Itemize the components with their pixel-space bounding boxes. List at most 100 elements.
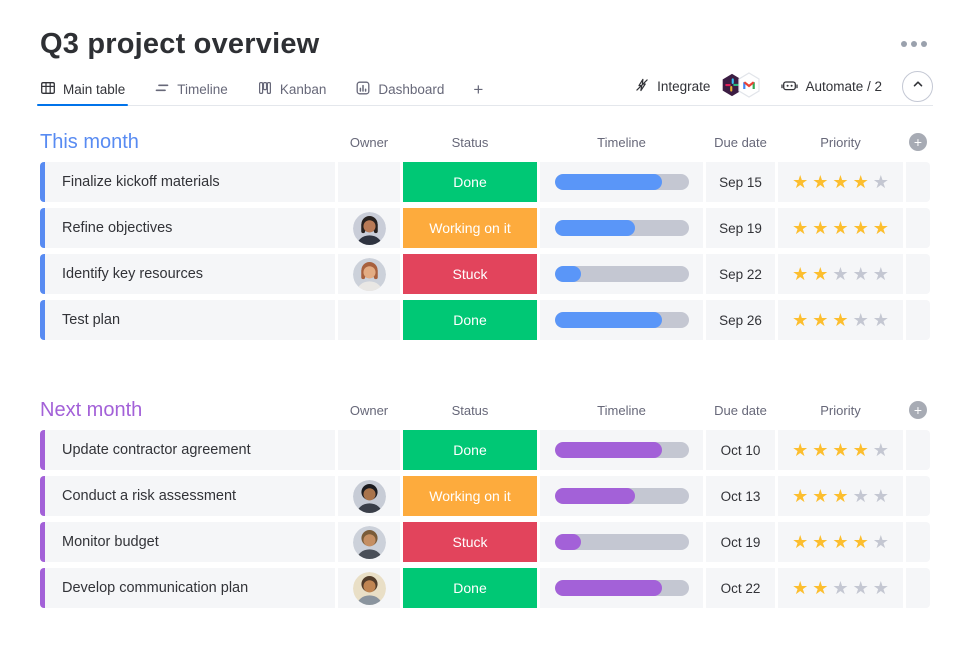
star-filled-icon[interactable]: ★ <box>852 172 869 192</box>
timeline-cell[interactable] <box>540 254 703 294</box>
tab-dashboard[interactable]: Dashboard <box>355 74 444 105</box>
column-header-owner[interactable]: Owner <box>349 134 389 150</box>
star-empty-icon[interactable]: ★ <box>872 264 889 284</box>
star-filled-icon[interactable]: ★ <box>792 440 809 460</box>
due-date-cell[interactable]: Sep 15 <box>706 162 775 202</box>
status-cell[interactable]: Done <box>403 162 537 202</box>
task-name-cell[interactable]: Develop communication plan <box>40 568 335 608</box>
star-empty-icon[interactable]: ★ <box>852 578 869 598</box>
star-filled-icon[interactable]: ★ <box>812 172 829 192</box>
priority-cell[interactable]: ★ ★ ★ ★ ★ <box>778 522 903 562</box>
star-empty-icon[interactable]: ★ <box>872 578 889 598</box>
timeline-cell[interactable] <box>540 162 703 202</box>
star-filled-icon[interactable]: ★ <box>812 218 829 238</box>
priority-cell[interactable]: ★ ★ ★ ★ ★ <box>778 430 903 470</box>
column-header-status[interactable]: Status <box>451 402 489 418</box>
star-empty-icon[interactable]: ★ <box>872 310 889 330</box>
owner-cell[interactable] <box>338 208 400 248</box>
column-header-owner[interactable]: Owner <box>349 402 389 418</box>
column-header-status[interactable]: Status <box>451 134 489 150</box>
column-header-priority[interactable]: Priority <box>820 134 861 150</box>
star-empty-icon[interactable]: ★ <box>872 532 889 552</box>
task-name-cell[interactable]: Test plan <box>40 300 335 340</box>
timeline-cell[interactable] <box>540 430 703 470</box>
timeline-cell[interactable] <box>540 300 703 340</box>
task-name-cell[interactable]: Identify key resources <box>40 254 335 294</box>
integrate-button[interactable]: Integrate <box>634 72 761 101</box>
star-filled-icon[interactable]: ★ <box>812 264 829 284</box>
column-header-priority[interactable]: Priority <box>820 402 861 418</box>
tab-main-table[interactable]: Main table <box>36 74 129 106</box>
group-title[interactable]: This month <box>40 130 139 153</box>
add-view-button[interactable]: + <box>473 74 483 105</box>
timeline-cell[interactable] <box>540 568 703 608</box>
due-date-cell[interactable]: Oct 10 <box>706 430 775 470</box>
status-cell[interactable]: Done <box>403 430 537 470</box>
timeline-cell[interactable] <box>540 522 703 562</box>
star-filled-icon[interactable]: ★ <box>852 532 869 552</box>
due-date-cell[interactable]: Oct 22 <box>706 568 775 608</box>
tab-kanban[interactable]: Kanban <box>257 74 326 105</box>
status-cell[interactable]: Working on it <box>403 476 537 516</box>
automate-button[interactable]: Automate / 2 <box>781 77 882 96</box>
due-date-cell[interactable]: Sep 26 <box>706 300 775 340</box>
star-filled-icon[interactable]: ★ <box>852 440 869 460</box>
collapse-header-button[interactable] <box>902 71 933 102</box>
due-date-cell[interactable]: Sep 22 <box>706 254 775 294</box>
star-filled-icon[interactable]: ★ <box>792 532 809 552</box>
star-empty-icon[interactable]: ★ <box>832 578 849 598</box>
task-name-cell[interactable]: Refine objectives <box>40 208 335 248</box>
star-filled-icon[interactable]: ★ <box>792 578 809 598</box>
star-empty-icon[interactable]: ★ <box>872 172 889 192</box>
task-name-cell[interactable]: Conduct a risk assessment <box>40 476 335 516</box>
task-name-cell[interactable]: Finalize kickoff materials <box>40 162 335 202</box>
add-column-button[interactable]: + <box>909 401 927 419</box>
owner-cell[interactable] <box>338 568 400 608</box>
star-filled-icon[interactable]: ★ <box>792 218 809 238</box>
star-filled-icon[interactable]: ★ <box>872 218 889 238</box>
task-name-cell[interactable]: Monitor budget <box>40 522 335 562</box>
due-date-cell[interactable]: Oct 13 <box>706 476 775 516</box>
star-empty-icon[interactable]: ★ <box>832 264 849 284</box>
star-filled-icon[interactable]: ★ <box>792 310 809 330</box>
timeline-cell[interactable] <box>540 476 703 516</box>
star-filled-icon[interactable]: ★ <box>852 218 869 238</box>
column-header-timeline[interactable]: Timeline <box>597 402 646 418</box>
timeline-cell[interactable] <box>540 208 703 248</box>
status-cell[interactable]: Working on it <box>403 208 537 248</box>
due-date-cell[interactable]: Oct 19 <box>706 522 775 562</box>
star-filled-icon[interactable]: ★ <box>812 578 829 598</box>
board-menu-button[interactable] <box>901 41 927 47</box>
owner-cell[interactable] <box>338 430 400 470</box>
column-header-due-date[interactable]: Due date <box>714 402 767 418</box>
star-empty-icon[interactable]: ★ <box>852 486 869 506</box>
star-filled-icon[interactable]: ★ <box>812 486 829 506</box>
owner-cell[interactable] <box>338 162 400 202</box>
star-filled-icon[interactable]: ★ <box>832 172 849 192</box>
priority-cell[interactable]: ★ ★ ★ ★ ★ <box>778 476 903 516</box>
star-filled-icon[interactable]: ★ <box>792 264 809 284</box>
star-filled-icon[interactable]: ★ <box>812 440 829 460</box>
star-empty-icon[interactable]: ★ <box>872 486 889 506</box>
priority-cell[interactable]: ★ ★ ★ ★ ★ <box>778 568 903 608</box>
column-header-timeline[interactable]: Timeline <box>597 134 646 150</box>
group-title[interactable]: Next month <box>40 398 143 421</box>
star-filled-icon[interactable]: ★ <box>792 172 809 192</box>
status-cell[interactable]: Stuck <box>403 254 537 294</box>
priority-cell[interactable]: ★ ★ ★ ★ ★ <box>778 162 903 202</box>
column-header-due-date[interactable]: Due date <box>714 134 767 150</box>
star-empty-icon[interactable]: ★ <box>852 264 869 284</box>
star-filled-icon[interactable]: ★ <box>812 532 829 552</box>
priority-cell[interactable]: ★ ★ ★ ★ ★ <box>778 300 903 340</box>
owner-cell[interactable] <box>338 476 400 516</box>
star-filled-icon[interactable]: ★ <box>812 310 829 330</box>
priority-cell[interactable]: ★ ★ ★ ★ ★ <box>778 254 903 294</box>
status-cell[interactable]: Done <box>403 568 537 608</box>
priority-cell[interactable]: ★ ★ ★ ★ ★ <box>778 208 903 248</box>
status-cell[interactable]: Stuck <box>403 522 537 562</box>
tab-timeline[interactable]: Timeline <box>154 74 228 105</box>
star-filled-icon[interactable]: ★ <box>832 218 849 238</box>
owner-cell[interactable] <box>338 254 400 294</box>
star-filled-icon[interactable]: ★ <box>832 440 849 460</box>
star-filled-icon[interactable]: ★ <box>832 310 849 330</box>
